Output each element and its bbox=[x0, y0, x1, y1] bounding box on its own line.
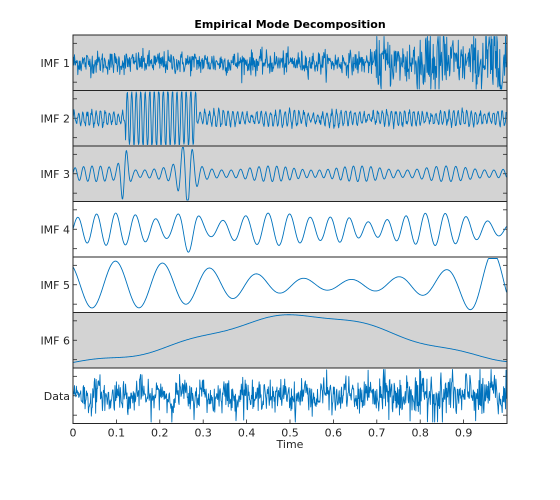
panel-background bbox=[73, 146, 507, 202]
x-tick-label: 0.8 bbox=[411, 427, 429, 440]
chart-title: Empirical Mode Decomposition bbox=[194, 18, 385, 31]
panel-imf-6: IMF 6 bbox=[40, 312, 508, 369]
panel-imf-2: IMF 2 bbox=[40, 90, 508, 147]
panel-imf-5: IMF 5 bbox=[40, 256, 508, 313]
series-line bbox=[72, 258, 507, 311]
x-tick-label: 0.3 bbox=[194, 427, 212, 440]
series-line bbox=[72, 212, 507, 253]
series-line bbox=[72, 36, 507, 90]
x-tick-label: 0.6 bbox=[325, 427, 343, 440]
panels: IMF 1 IMF 2 IMF 3 IMF 4 IMF 5 IMF 6 Data bbox=[40, 34, 508, 424]
x-tick-label: 0.2 bbox=[151, 427, 169, 440]
series-line bbox=[72, 91, 507, 145]
panel-imf-3: IMF 3 bbox=[40, 145, 508, 202]
series-line bbox=[72, 314, 507, 363]
series-label: IMF 6 bbox=[40, 334, 70, 347]
panel-background bbox=[73, 201, 507, 257]
series-label: IMF 5 bbox=[40, 279, 70, 292]
x-tick-label: 0 bbox=[70, 427, 77, 440]
panel-data: Data bbox=[44, 367, 508, 424]
series-label: Data bbox=[44, 390, 70, 403]
x-axis-label: Time bbox=[276, 438, 304, 451]
series-label: IMF 4 bbox=[40, 223, 70, 236]
panel-imf-1: IMF 1 bbox=[40, 34, 508, 91]
panel-imf-4: IMF 4 bbox=[40, 201, 508, 258]
panel-background bbox=[73, 312, 507, 368]
x-tick-label: 0.1 bbox=[108, 427, 126, 440]
series-label: IMF 2 bbox=[40, 112, 70, 125]
x-axis: 0 0.1 0.2 0.3 0.4 0.5 0.6 0.7 0.8 0.9 bbox=[70, 419, 473, 440]
series-line bbox=[72, 147, 507, 201]
panel-background bbox=[73, 257, 507, 313]
x-tick-label: 0.7 bbox=[368, 427, 386, 440]
series-label: IMF 3 bbox=[40, 168, 70, 181]
x-tick-label: 0.9 bbox=[455, 427, 473, 440]
x-tick-label: 0.4 bbox=[238, 427, 256, 440]
series-line bbox=[72, 369, 507, 423]
x-tick-label: 0.5 bbox=[281, 427, 299, 440]
series-label: IMF 1 bbox=[40, 57, 70, 70]
